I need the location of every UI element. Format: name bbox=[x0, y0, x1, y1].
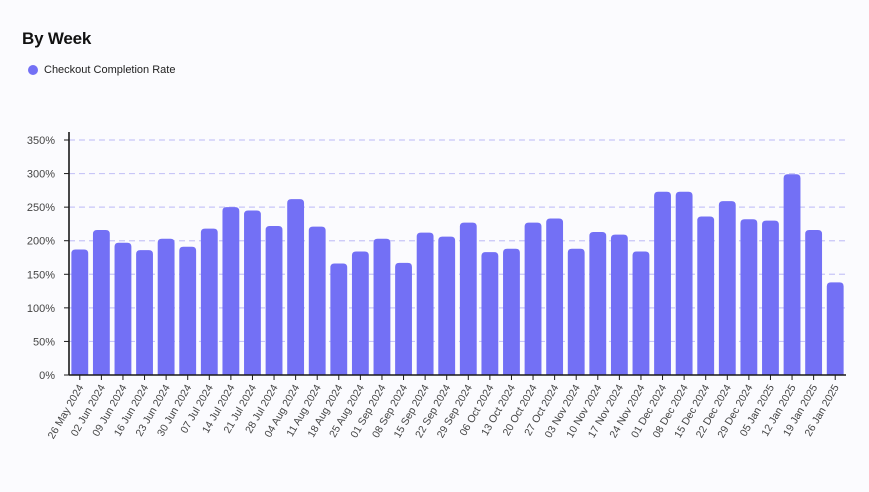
bar[interactable]: 26 May 2024: 187% bbox=[71, 249, 89, 375]
bar[interactable]: 20 Oct 2024: 227% bbox=[524, 222, 542, 375]
y-tick-label: 250% bbox=[27, 202, 55, 214]
bar[interactable]: 29 Sep 2024: 227% bbox=[459, 222, 477, 375]
bar[interactable]: 15 Dec 2024: 236% bbox=[697, 216, 715, 375]
bar[interactable]: 13 Oct 2024: 188% bbox=[503, 248, 520, 375]
bar[interactable]: 10 Nov 2024: 213% bbox=[589, 231, 607, 375]
bar[interactable]: 24 Nov 2024: 184% bbox=[632, 251, 650, 375]
bar[interactable]: 08 Dec 2024: 273% bbox=[675, 191, 693, 375]
bar[interactable]: 15 Sep 2024: 212% bbox=[416, 232, 434, 375]
bar[interactable]: 01 Sep 2024: 203% bbox=[373, 238, 391, 375]
chart-legend[interactable]: Checkout Completion Rate bbox=[28, 64, 175, 76]
bar[interactable]: 07 Jul 2024: 218% bbox=[200, 228, 218, 375]
bar[interactable]: 25 Aug 2024: 184% bbox=[351, 251, 369, 375]
bar[interactable]: 26 Jan 2025: 138% bbox=[826, 282, 844, 375]
y-grid: 0% 50% 100% 150% 200% 250% 300% 350% bbox=[27, 135, 846, 382]
bar[interactable]: 22 Sep 2024: 206% bbox=[438, 236, 456, 375]
bar[interactable]: 16 Jun 2024: 186% bbox=[136, 250, 153, 375]
bar[interactable]: 18 Aug 2024: 166% bbox=[330, 263, 348, 375]
bar[interactable]: 09 Jun 2024: 197% bbox=[114, 242, 132, 375]
y-tick-label: 150% bbox=[27, 269, 55, 281]
y-tick-label: 300% bbox=[27, 169, 55, 181]
bar[interactable]: 14 Jul 2024: 250% bbox=[222, 207, 240, 375]
legend-label: Checkout Completion Rate bbox=[44, 64, 176, 76]
bar[interactable]: 03 Nov 2024: 188% bbox=[567, 248, 585, 375]
y-tick-label: 50% bbox=[33, 336, 55, 348]
bar[interactable]: 08 Sep 2024: 167% bbox=[395, 262, 412, 375]
bar[interactable]: 05 Jan 2025: 230% bbox=[762, 220, 779, 375]
bar[interactable]: 23 Jun 2024: 203% bbox=[157, 238, 175, 375]
bar[interactable]: 11 Aug 2024: 221% bbox=[308, 226, 326, 375]
bar[interactable]: 27 Oct 2024: 233% bbox=[546, 218, 564, 375]
bar[interactable]: 04 Aug 2024: 262% bbox=[287, 199, 305, 375]
bar[interactable]: 12 Jan 2025: 299% bbox=[783, 174, 801, 375]
bar[interactable]: 01 Dec 2024: 273% bbox=[654, 191, 671, 375]
y-tick-label: 100% bbox=[27, 303, 55, 315]
y-tick-label: 350% bbox=[27, 135, 55, 147]
chart-title: By Week bbox=[22, 29, 92, 48]
bar[interactable]: 06 Oct 2024: 183% bbox=[481, 252, 499, 375]
legend-swatch bbox=[28, 65, 38, 75]
y-tick-label: 200% bbox=[27, 236, 55, 248]
bar[interactable]: 29 Dec 2024: 232% bbox=[740, 219, 758, 375]
bar[interactable]: 19 Jan 2025: 216% bbox=[805, 229, 823, 375]
bar[interactable]: 22 Dec 2024: 259% bbox=[718, 201, 736, 375]
bar[interactable]: 30 Jun 2024: 191% bbox=[179, 246, 197, 375]
y-tick-label: 0% bbox=[39, 370, 55, 382]
bar[interactable]: 28 Jul 2024: 222% bbox=[265, 225, 283, 375]
bar[interactable]: 21 Jul 2024: 245% bbox=[244, 210, 261, 376]
bar[interactable]: 17 Nov 2024: 209% bbox=[610, 234, 628, 375]
bar[interactable]: 02 Jun 2024: 216% bbox=[92, 229, 110, 375]
bars: 26 May 2024: 187%02 Jun 2024: 216%09 Jun… bbox=[71, 174, 844, 376]
